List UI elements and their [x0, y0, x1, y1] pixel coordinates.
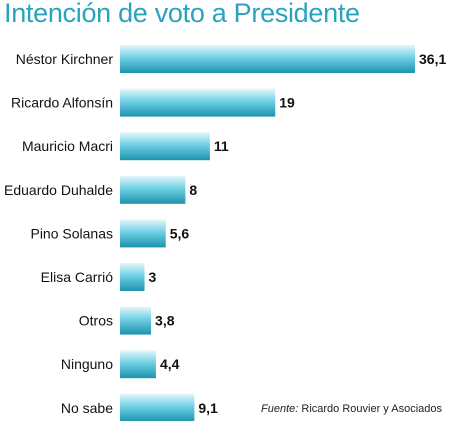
bar — [120, 175, 186, 204]
bars-group: Néstor Kirchner 36,1 Ricardo Alfonsín 19 Mau… — [4, 45, 446, 421]
bar — [120, 393, 195, 421]
category-label: Ninguno — [61, 356, 113, 372]
value-label: 3,8 — [155, 313, 175, 329]
category-label: Otros — [79, 313, 113, 329]
chart-title: Intención de voto a Presidente — [4, 0, 360, 28]
value-label: 11 — [214, 138, 229, 154]
category-label: Pino Solanas — [30, 225, 113, 241]
bar — [120, 88, 276, 117]
value-label: 9,1 — [198, 400, 218, 416]
bar — [120, 219, 166, 248]
value-label: 36,1 — [419, 51, 446, 67]
value-label: 8 — [189, 182, 197, 198]
category-label: Mauricio Macri — [22, 138, 113, 154]
bar — [120, 45, 415, 73]
source-note: Fuente: Ricardo Rouvier y Asociados — [261, 403, 442, 415]
value-label: 4,4 — [160, 356, 180, 372]
bar — [120, 263, 145, 291]
category-label: Ricardo Alfonsín — [11, 95, 113, 111]
bar — [120, 306, 152, 335]
source-label: Fuente: — [261, 403, 299, 415]
source-text: Ricardo Rouvier y Asociados — [301, 403, 442, 415]
value-label: 3 — [149, 269, 157, 285]
category-label: Elisa Carrió — [41, 269, 114, 285]
category-label: Eduardo Duhalde — [4, 182, 113, 198]
value-label: 5,6 — [170, 225, 190, 241]
category-label: No sabe — [61, 400, 113, 416]
bar — [120, 350, 156, 379]
bar — [120, 132, 210, 161]
category-label: Néstor Kirchner — [16, 51, 114, 67]
value-label: 19 — [279, 95, 295, 111]
